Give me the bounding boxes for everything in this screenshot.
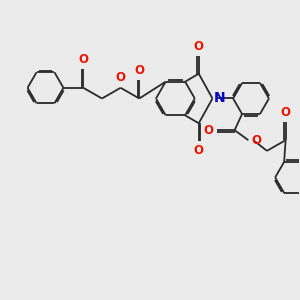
Text: O: O [203,124,214,137]
Text: O: O [194,144,204,157]
Text: O: O [134,64,144,77]
Text: O: O [78,53,88,66]
Text: O: O [280,106,291,119]
Text: O: O [116,71,126,84]
Text: O: O [251,134,262,147]
Text: O: O [194,40,204,53]
Text: N: N [214,92,225,106]
